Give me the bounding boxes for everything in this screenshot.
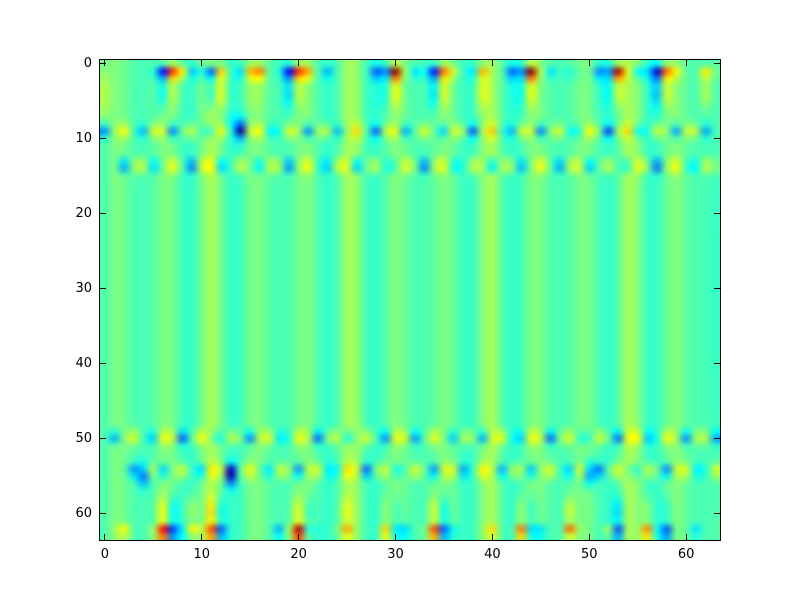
x-tick-label: 20: [290, 547, 307, 562]
y-tick-right: [714, 513, 720, 515]
x-tick-top: [394, 60, 396, 66]
y-tick-right: [714, 63, 720, 65]
x-tick-top: [588, 60, 590, 66]
x-tick-top: [298, 60, 300, 66]
y-tick-label: 0: [83, 55, 92, 71]
y-tick-right: [714, 213, 720, 215]
x-tick-label: 0: [100, 547, 109, 562]
y-tick-left: [100, 138, 106, 140]
y-tick-label: 30: [75, 280, 92, 296]
y-tick-label: 10: [75, 130, 92, 146]
y-tick-right: [714, 438, 720, 440]
x-tick-label: 40: [484, 547, 501, 562]
x-tick-top: [104, 60, 106, 66]
y-tick-left: [100, 213, 106, 215]
y-tick-label: 40: [75, 355, 92, 371]
y-tick-left: [100, 288, 106, 290]
x-tick-bottom: [394, 534, 396, 540]
y-tick-right: [714, 363, 720, 365]
y-tick-left: [100, 513, 106, 515]
y-tick-left: [100, 63, 106, 65]
x-tick-top: [685, 60, 687, 66]
plot-area: [99, 59, 721, 541]
x-tick-label: 10: [193, 547, 210, 562]
x-tick-bottom: [685, 534, 687, 540]
x-tick-label: 60: [677, 547, 695, 562]
x-tick-bottom: [104, 534, 106, 540]
y-tick-label: 20: [75, 205, 92, 221]
x-tick-top: [491, 60, 493, 66]
x-tick-bottom: [298, 534, 300, 540]
y-tick-left: [100, 363, 106, 365]
heatmap-image: [100, 60, 720, 540]
y-tick-label: 60: [75, 505, 92, 521]
y-tick-label: 50: [75, 430, 92, 446]
y-tick-right: [714, 288, 720, 290]
x-tick-bottom: [201, 534, 203, 540]
x-tick-bottom: [588, 534, 590, 540]
y-tick-right: [714, 138, 720, 140]
y-tick-left: [100, 438, 106, 440]
x-tick-label: 50: [580, 547, 598, 562]
x-tick-top: [201, 60, 203, 66]
x-tick-label: 30: [387, 547, 404, 562]
x-tick-bottom: [491, 534, 493, 540]
